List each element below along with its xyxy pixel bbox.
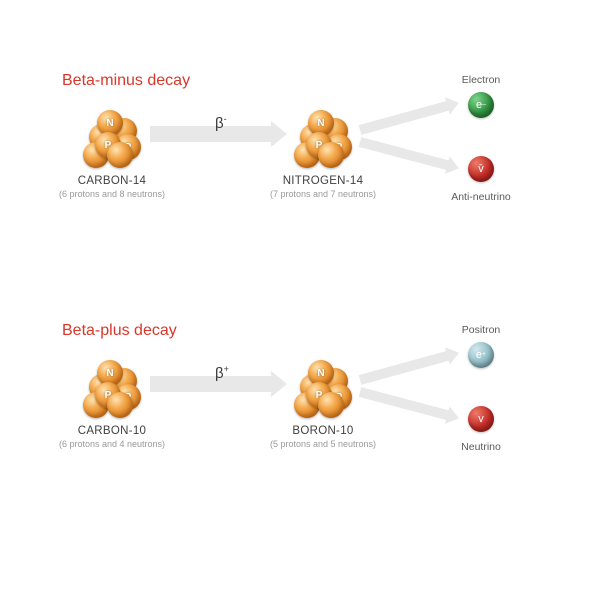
section-title: Beta-minus decay — [62, 72, 190, 90]
neutrino-label: Neutrino — [436, 441, 526, 453]
daughter-composition: (5 protons and 5 neutrons) — [253, 439, 393, 449]
daughter-name: NITROGEN-14 — [263, 175, 383, 187]
antineutrino-particle: v̄ — [468, 156, 494, 182]
daughter-nucleus: NPP — [294, 108, 352, 166]
antineutrino-label: Anti-neutrino — [436, 191, 526, 203]
daughter-nucleus: NPP — [294, 358, 352, 416]
nucleon — [318, 142, 344, 168]
positron-label: Positron — [436, 324, 526, 336]
parent-nucleus: NPP — [83, 108, 141, 166]
beta-symbol: β+ — [215, 365, 229, 382]
parent-name: CARBON-10 — [52, 425, 172, 437]
beta-symbol: β- — [215, 115, 227, 132]
neutrino-particle: v — [468, 406, 494, 432]
parent-composition: (6 protons and 4 neutrons) — [42, 439, 182, 449]
nucleon — [107, 142, 133, 168]
parent-nucleus: NPP — [83, 358, 141, 416]
daughter-name: BORON-10 — [263, 425, 383, 437]
parent-composition: (6 protons and 8 neutrons) — [42, 189, 182, 199]
branch-arrow-head-icon — [445, 94, 461, 115]
branch-arrow-body — [359, 351, 450, 385]
arrow-head-icon — [271, 121, 287, 147]
arrow-body — [150, 376, 272, 392]
branch-arrow-body — [359, 387, 450, 420]
parent-name: CARBON-14 — [52, 175, 172, 187]
nucleon — [318, 392, 344, 418]
arrow-body — [150, 126, 272, 142]
daughter-composition: (7 protons and 7 neutrons) — [253, 189, 393, 199]
arrow-head-icon — [271, 371, 287, 397]
electron-label: Electron — [436, 74, 526, 86]
branch-arrow-body — [359, 101, 450, 135]
section-title: Beta-plus decay — [62, 322, 177, 340]
nucleon — [107, 392, 133, 418]
branch-arrow-head-icon — [445, 344, 461, 365]
positron-particle: e+ — [468, 342, 494, 368]
branch-arrow-body — [359, 137, 450, 170]
electron-particle: e– — [468, 92, 494, 118]
